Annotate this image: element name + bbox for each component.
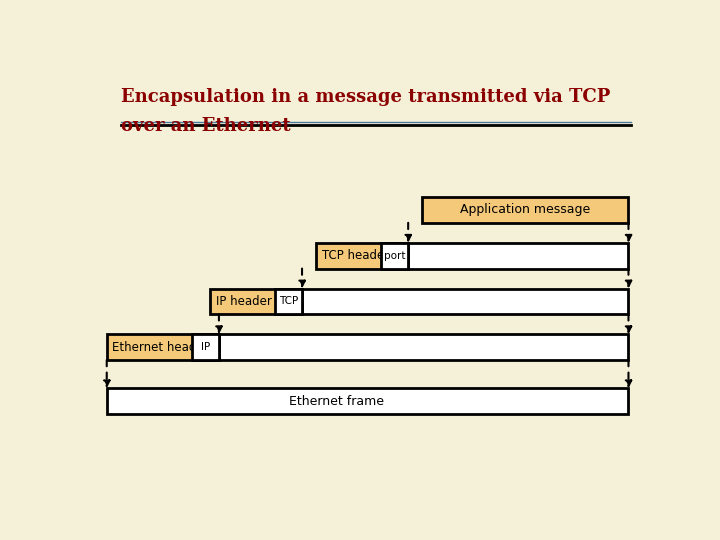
Text: port: port (384, 251, 405, 261)
Text: over an Ethernet: over an Ethernet (121, 117, 290, 135)
Text: Ethernet header: Ethernet header (112, 341, 209, 354)
Text: TCP header: TCP header (322, 249, 389, 262)
Bar (107, 334, 219, 360)
Text: IP: IP (201, 342, 210, 352)
Bar (107, 388, 629, 414)
Bar (408, 243, 629, 268)
Text: Encapsulation in a message transmitted via TCP: Encapsulation in a message transmitted v… (121, 87, 610, 106)
Bar (275, 288, 302, 314)
Text: TCP: TCP (279, 296, 298, 306)
Text: Ethernet frame: Ethernet frame (289, 395, 384, 408)
Bar (382, 243, 408, 268)
Bar (210, 288, 302, 314)
Bar (192, 334, 219, 360)
Bar (422, 197, 629, 223)
Bar (316, 243, 408, 268)
Bar (302, 288, 629, 314)
Text: IP header: IP header (215, 295, 271, 308)
Text: Application message: Application message (460, 204, 590, 217)
Bar (219, 334, 629, 360)
